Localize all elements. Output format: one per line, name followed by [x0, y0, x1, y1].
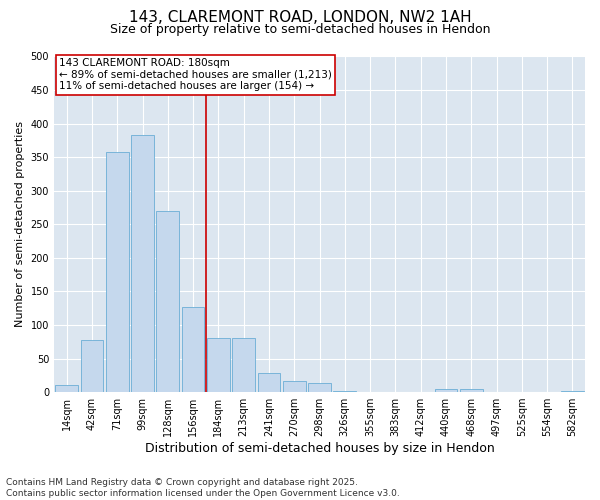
Bar: [131, 135, 154, 392]
Bar: [232, 338, 255, 392]
Bar: [283, 380, 305, 392]
Bar: [106, 152, 128, 392]
Bar: [157, 211, 179, 392]
Text: Contains HM Land Registry data © Crown copyright and database right 2025.
Contai: Contains HM Land Registry data © Crown c…: [6, 478, 400, 498]
Bar: [207, 338, 230, 392]
Bar: [434, 388, 457, 392]
Y-axis label: Number of semi-detached properties: Number of semi-detached properties: [15, 122, 25, 328]
Bar: [80, 340, 103, 392]
Bar: [460, 388, 482, 392]
Bar: [334, 390, 356, 392]
Bar: [182, 307, 205, 392]
X-axis label: Distribution of semi-detached houses by size in Hendon: Distribution of semi-detached houses by …: [145, 442, 494, 455]
Text: 143 CLAREMONT ROAD: 180sqm
← 89% of semi-detached houses are smaller (1,213)
11%: 143 CLAREMONT ROAD: 180sqm ← 89% of semi…: [59, 58, 332, 92]
Text: 143, CLAREMONT ROAD, LONDON, NW2 1AH: 143, CLAREMONT ROAD, LONDON, NW2 1AH: [128, 10, 472, 25]
Bar: [561, 390, 584, 392]
Text: Size of property relative to semi-detached houses in Hendon: Size of property relative to semi-detach…: [110, 22, 490, 36]
Bar: [55, 386, 78, 392]
Bar: [308, 384, 331, 392]
Bar: [257, 374, 280, 392]
